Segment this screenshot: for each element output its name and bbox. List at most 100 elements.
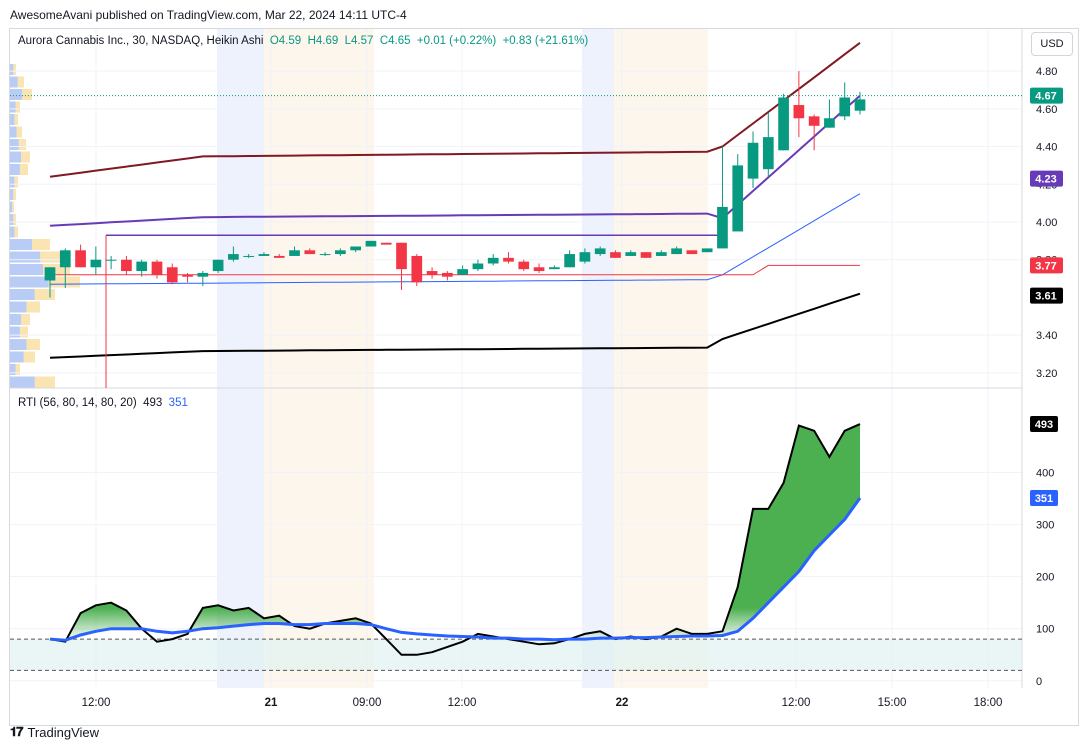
- vp-yellow-11: [12, 201, 14, 213]
- candle-body: [212, 259, 224, 272]
- rti-pane: [10, 423, 1022, 671]
- candle-body: [121, 259, 132, 272]
- legend-open: O4.59: [269, 35, 302, 47]
- vp-yellow-10: [13, 189, 16, 200]
- price-badge-label: 3.61: [1035, 291, 1056, 303]
- candle-body: [457, 269, 468, 275]
- candle: [564, 250, 575, 268]
- candle-body: [75, 250, 86, 268]
- vp-blue-3: [10, 101, 16, 113]
- vp-blue-14: [10, 239, 32, 250]
- rti-badge: [1030, 416, 1058, 433]
- vp-yellow-7: [21, 151, 30, 163]
- candle-body: [442, 272, 453, 277]
- candle-body: [243, 255, 255, 257]
- vp-blue-25: [10, 376, 35, 388]
- candle: [105, 255, 117, 270]
- candle-body: [258, 254, 270, 256]
- candle: [335, 248, 346, 256]
- price-axis: 4.804.604.404.204.003.803.403.204.674.23…: [1030, 66, 1063, 688]
- rti-badge-label: 493: [1035, 419, 1053, 431]
- candle: [594, 246, 606, 256]
- vp-blue-22: [10, 339, 27, 350]
- candle-body: [839, 97, 851, 117]
- price-tick-label: 4.00: [1036, 217, 1057, 229]
- candle-body: [686, 250, 698, 255]
- candle: [182, 272, 193, 283]
- candle-body: [289, 250, 300, 256]
- rti-tick-label: 300: [1036, 520, 1054, 532]
- vp-yellow-25: [34, 376, 55, 388]
- candle: [442, 271, 453, 281]
- main-legend: Aurora Cannabis Inc., 30, NASDAQ, Heikin…: [18, 35, 588, 47]
- currency-button[interactable]: USD: [1031, 32, 1073, 56]
- vp-blue-0: [10, 64, 14, 75]
- candle: [518, 259, 530, 272]
- candle-body: [610, 252, 621, 258]
- vp-blue-15: [10, 251, 41, 263]
- vp-blue-1: [10, 76, 18, 88]
- candle: [228, 246, 239, 262]
- vp-yellow-22: [26, 339, 40, 350]
- vp-yellow-1: [17, 76, 24, 88]
- candle-body: [503, 257, 514, 262]
- vp-blue-23: [10, 351, 24, 363]
- candle: [151, 259, 163, 279]
- candle-body: [166, 267, 178, 283]
- vp-yellow-6: [18, 139, 26, 150]
- candle: [411, 254, 423, 287]
- time-tick-label: 21: [265, 697, 278, 709]
- vp-yellow-12: [13, 214, 16, 225]
- vp-yellow-5: [16, 126, 22, 138]
- candle-body: [350, 246, 362, 251]
- price-tick-label: 4.40: [1036, 142, 1057, 154]
- vp-yellow-20: [21, 314, 30, 325]
- candle-body: [625, 252, 637, 256]
- time-tick-label: 12:00: [82, 697, 111, 709]
- vp-blue-5: [10, 126, 17, 138]
- candle: [396, 242, 407, 290]
- candle-body: [396, 242, 407, 270]
- candle-body: [824, 118, 835, 128]
- vp-yellow-14: [32, 239, 50, 250]
- session-band-2: [582, 29, 614, 688]
- price-tick-label: 4.80: [1036, 66, 1057, 78]
- candle: [655, 250, 667, 256]
- candle-body: [762, 137, 774, 170]
- vp-blue-17: [10, 276, 49, 288]
- rti-legend: RTI (56, 80, 14, 80, 20) 493 351: [18, 397, 188, 409]
- vp-yellow-19: [26, 301, 40, 313]
- indicator-lines: [10, 42, 1022, 388]
- candle: [548, 265, 560, 270]
- time-tick-label: 18:00: [974, 697, 1003, 709]
- candle: [319, 252, 331, 256]
- time-tick-label: 12:00: [782, 697, 811, 709]
- candle: [304, 248, 316, 255]
- candle: [365, 240, 377, 247]
- candle-body: [548, 267, 560, 270]
- price-badge-label: 3.77: [1035, 260, 1056, 272]
- vp-blue-8: [10, 164, 20, 175]
- candle: [732, 154, 744, 232]
- vp-blue-13: [10, 226, 15, 238]
- candle-body: [579, 252, 591, 262]
- candle-body: [304, 250, 316, 255]
- rti-badge: [1030, 490, 1058, 507]
- vp-blue-2: [10, 89, 23, 100]
- candle-body: [182, 274, 193, 277]
- candle: [839, 82, 851, 121]
- candle-body: [518, 261, 530, 270]
- vp-blue-12: [10, 214, 14, 225]
- candle: [75, 244, 86, 268]
- vp-yellow-18: [34, 289, 55, 300]
- candle: [808, 114, 820, 151]
- candle: [793, 71, 805, 138]
- candle-body: [365, 240, 377, 247]
- grid-lines: [10, 29, 1023, 688]
- candle: [44, 267, 56, 298]
- candle: [487, 254, 499, 266]
- candle-body: [380, 242, 392, 245]
- vp-yellow-17: [48, 276, 80, 288]
- vp-yellow-16: [43, 264, 70, 275]
